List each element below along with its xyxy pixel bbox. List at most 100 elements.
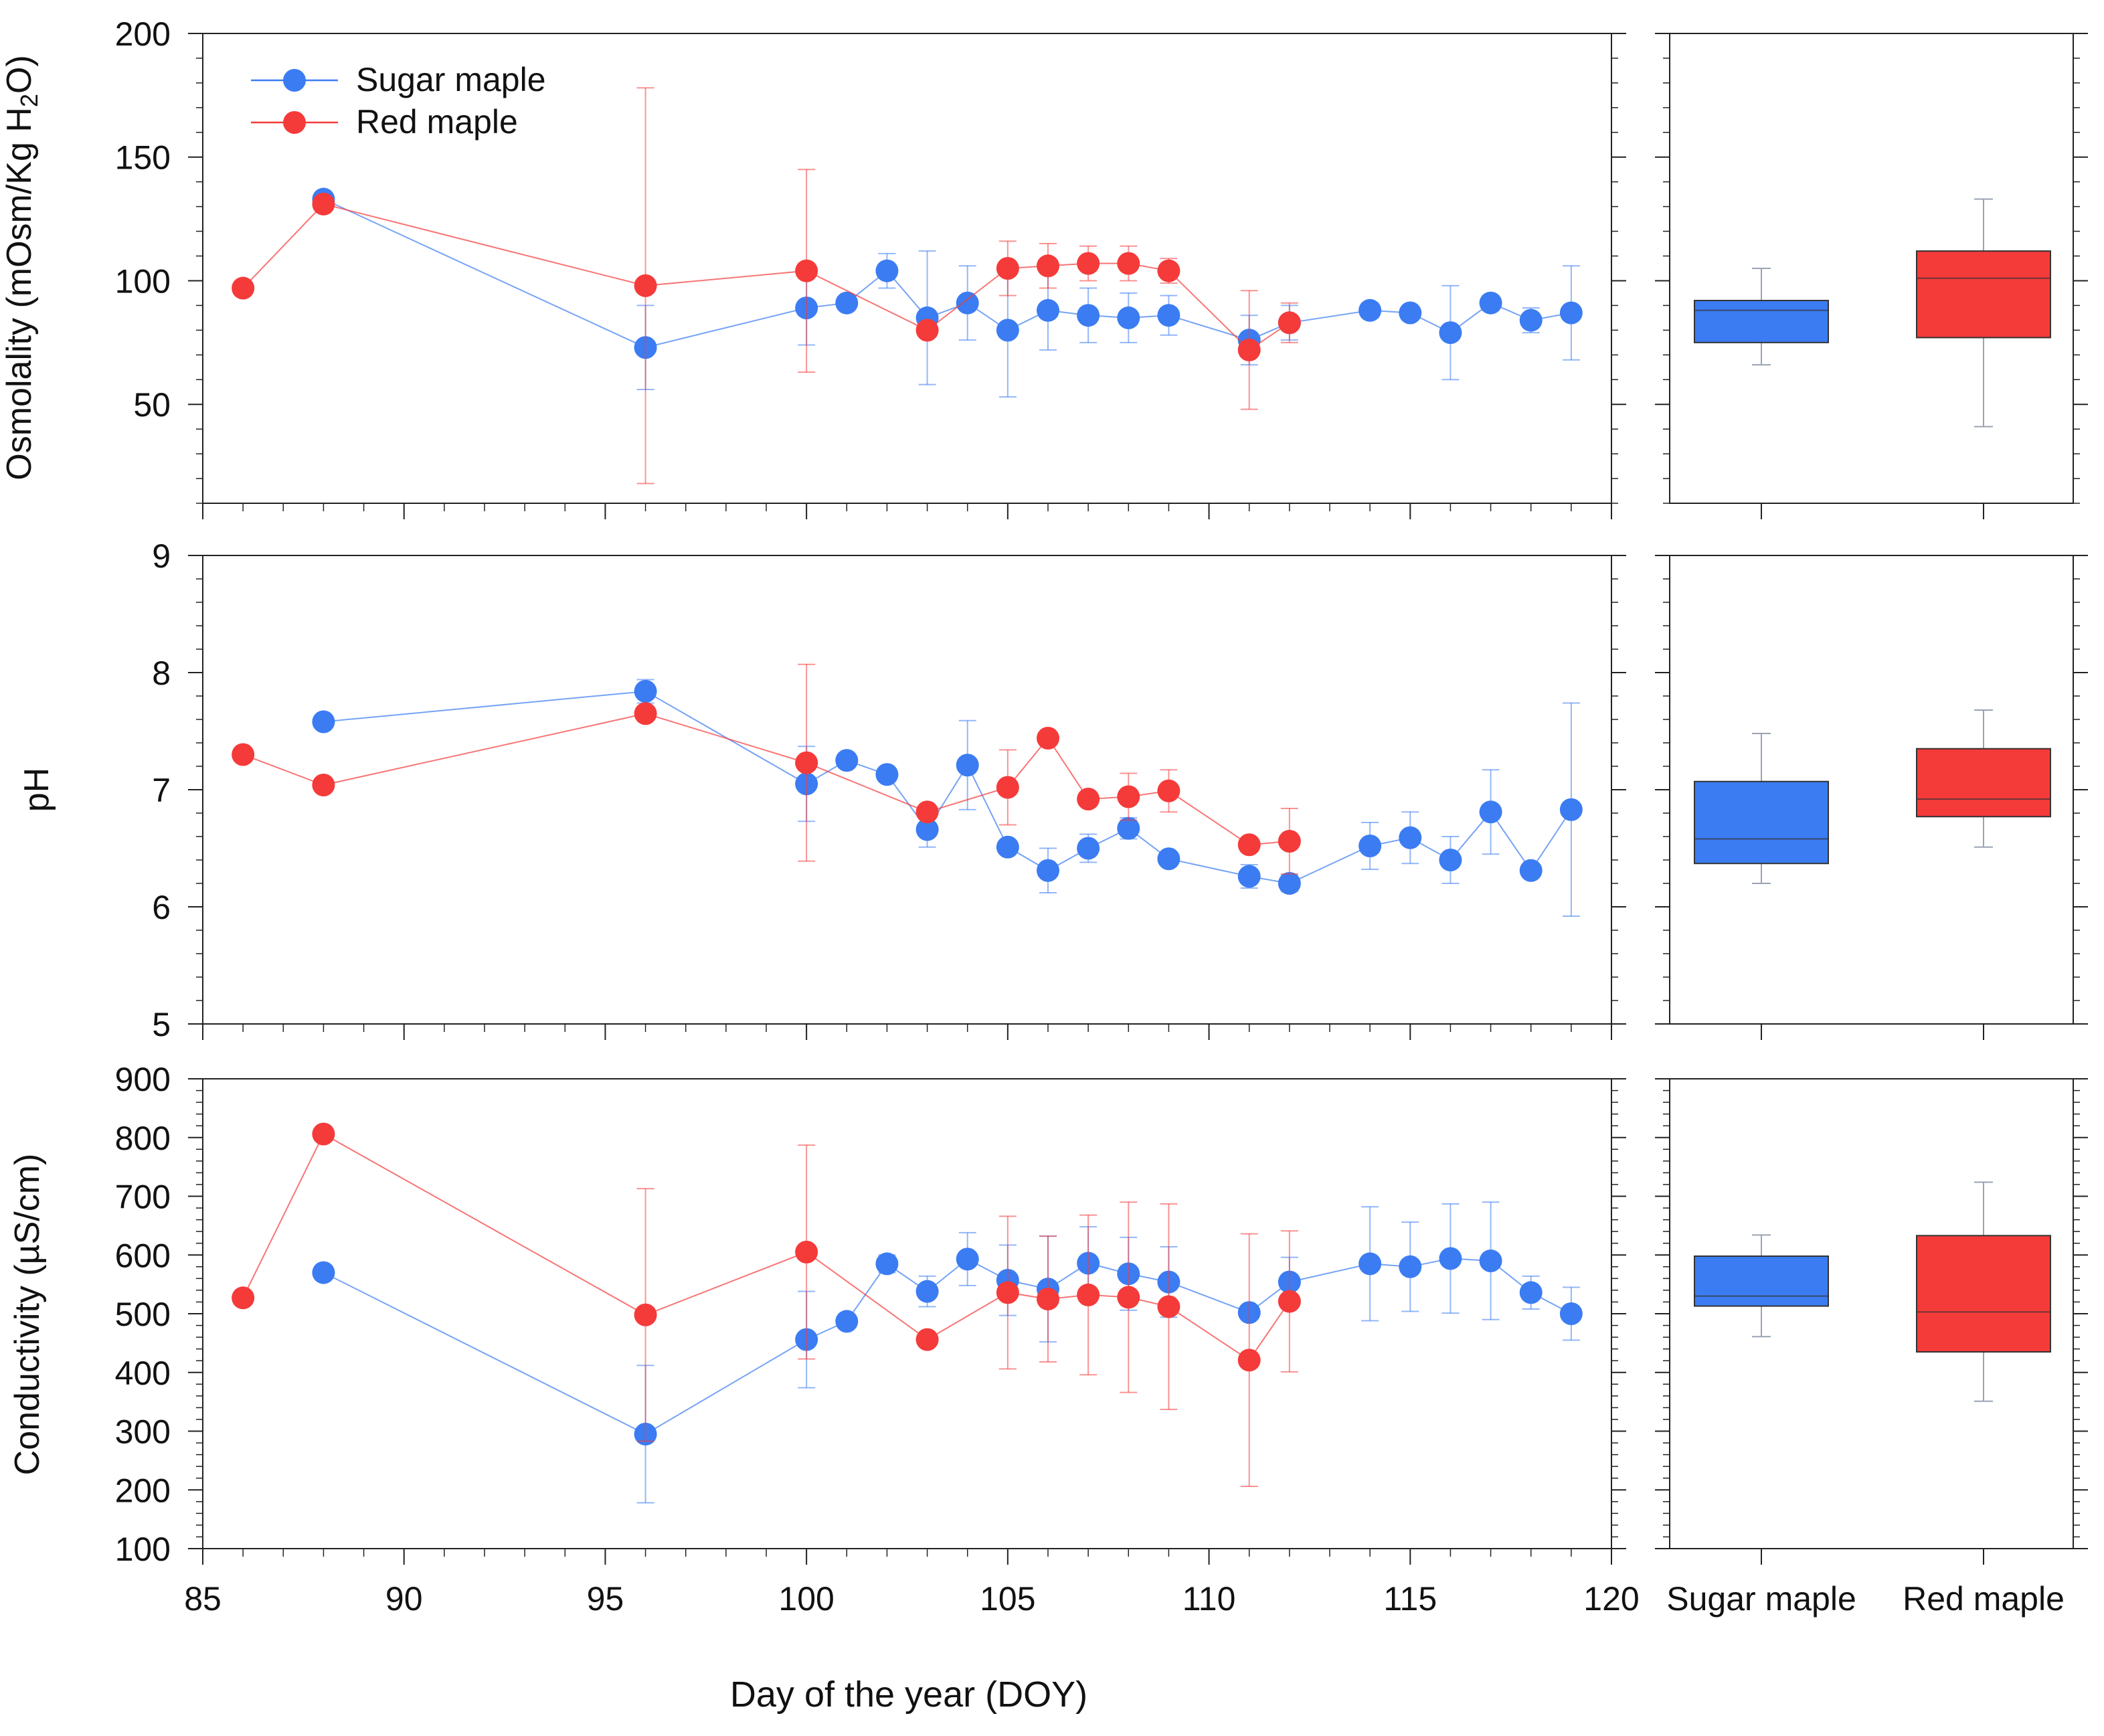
sugar-maple-point	[1479, 291, 1502, 315]
sugar-maple-point	[915, 818, 939, 841]
sugar-maple-box	[1694, 1255, 1829, 1307]
sugar-maple-point	[1559, 1302, 1583, 1325]
y-tick-label: 100	[115, 1531, 171, 1568]
red-maple-point	[795, 1240, 818, 1264]
axes-layer: 50 100 150 200	[115, 15, 1626, 519]
sugar-maple-point	[1157, 847, 1180, 871]
red-maple-point	[1237, 338, 1261, 361]
red-maple-point	[915, 800, 939, 824]
y-tick-label: 50	[133, 386, 171, 424]
y-tick-label: 500	[115, 1296, 171, 1333]
y-tick-label: 200	[115, 1472, 171, 1509]
red-maple-point	[1037, 727, 1059, 750]
sugar-maple-point	[1077, 837, 1100, 860]
sugar-maple-point	[875, 763, 899, 786]
red-maple-point	[996, 257, 1019, 280]
x-tick-label: 115	[1383, 1580, 1437, 1618]
y-tick-label: 400	[115, 1355, 171, 1392]
sugar-maple-point	[956, 291, 979, 315]
y-tick-label: 6	[152, 889, 171, 926]
x-tick-label: 110	[1182, 1580, 1236, 1618]
plot-frame	[202, 33, 1612, 504]
y-tick-label: 600	[115, 1237, 171, 1274]
red-maple-box	[1916, 748, 2051, 818]
sugar-maple-point	[1439, 849, 1462, 871]
red-maple-point	[1157, 779, 1180, 802]
red-maple-point	[1237, 1349, 1261, 1372]
sugar-maple-point	[312, 1261, 335, 1284]
category-label: Sugar maple	[1666, 1580, 1856, 1618]
red-maple-point	[1117, 1286, 1140, 1309]
red-maple-point	[1278, 830, 1301, 853]
red-maple-point	[232, 1286, 255, 1310]
red-maple-point	[1278, 1290, 1301, 1313]
sugar-maple-point	[915, 1280, 939, 1303]
red-maple-point	[232, 743, 255, 766]
red-maple-point	[915, 1328, 939, 1351]
sugar-maple-point	[1559, 301, 1583, 325]
x-tick-label: 105	[980, 1580, 1035, 1618]
sugar-maple-point	[1037, 298, 1059, 322]
red-maple-point	[312, 774, 335, 796]
y-tick-label: 300	[115, 1413, 171, 1451]
sugar-maple-point	[1519, 1281, 1543, 1304]
sugar-maple-point	[1117, 306, 1140, 329]
boxplot-frame	[1669, 33, 2074, 504]
red-maple-point	[312, 1122, 335, 1146]
y-tick-label: 700	[115, 1179, 171, 1216]
red-maple-point	[1117, 252, 1140, 275]
red-maple-box	[1916, 1235, 2051, 1353]
red-maple-point	[1157, 1295, 1180, 1318]
y-tick-label: 200	[115, 15, 171, 53]
sugar-maple-point	[1077, 304, 1100, 327]
red-maple-point	[996, 776, 1019, 799]
sugar-maple-point	[956, 754, 979, 777]
x-tick-label: 120	[1583, 1580, 1639, 1618]
red-maple-point	[795, 751, 818, 774]
legend-sugar-label: Sugar maple	[356, 61, 546, 98]
red-maple-point	[1077, 788, 1100, 810]
series-layer	[232, 663, 1583, 917]
red-maple-point	[1237, 833, 1261, 857]
sugar-maple-point	[875, 1252, 899, 1276]
red-maple-point	[996, 1281, 1019, 1304]
ph-panel: pH 5 6 7 8 9	[17, 537, 2088, 1043]
sugar-maple-point	[835, 291, 859, 315]
sugar-maple-point	[1157, 304, 1180, 327]
sugar-maple-point	[835, 749, 859, 772]
osmolality-panel: Osmolality (mOsm/Kg H2O) 50 100 150 200 Sug…	[0, 15, 2088, 519]
red-maple-point	[915, 319, 939, 342]
x-tick-label: 95	[587, 1580, 624, 1618]
sugar-maple-point	[634, 680, 657, 703]
sugar-maple-point	[875, 259, 899, 282]
sugar-maple-point	[1399, 1255, 1422, 1278]
red-maple-point	[634, 1303, 657, 1326]
red-maple-line	[242, 1133, 1290, 1361]
conductivity-panel: Conductivity (µS/cm) 100 200 300 400 500 600 7…	[8, 1061, 2088, 1715]
legend-red-label: Red maple	[356, 103, 518, 141]
y-tick-label: 900	[115, 1061, 171, 1098]
sugar-maple-point	[956, 1247, 979, 1271]
y-tick-label: 7	[152, 772, 171, 809]
red-maple-line	[242, 713, 1290, 846]
red-maple-point	[1077, 1283, 1100, 1306]
y-tick-label: 5	[152, 1006, 171, 1043]
series-layer	[232, 1122, 1583, 1504]
sugar-maple-box	[1694, 300, 1829, 343]
sugar-maple-point	[1278, 872, 1301, 895]
red-maple-point	[1077, 252, 1100, 275]
sugar-maple-point	[1037, 859, 1059, 882]
x-axis-label: Day of the year (DOY)	[730, 1674, 1087, 1715]
axes-layer: 5 6 7 8 9	[152, 537, 1626, 1043]
red-maple-point	[1157, 259, 1180, 282]
category-label: Red maple	[1903, 1580, 2065, 1618]
box-layer	[1655, 33, 2088, 519]
red-maple-point	[1037, 1288, 1059, 1311]
red-maple-point	[634, 702, 657, 725]
y-axis-label: Conductivity (µS/cm)	[8, 1154, 47, 1476]
sugar-maple-point	[1519, 309, 1543, 332]
sugar-maple-point	[1559, 798, 1583, 821]
red-maple-point	[795, 259, 818, 282]
sugar-maple-point	[1479, 1249, 1502, 1273]
